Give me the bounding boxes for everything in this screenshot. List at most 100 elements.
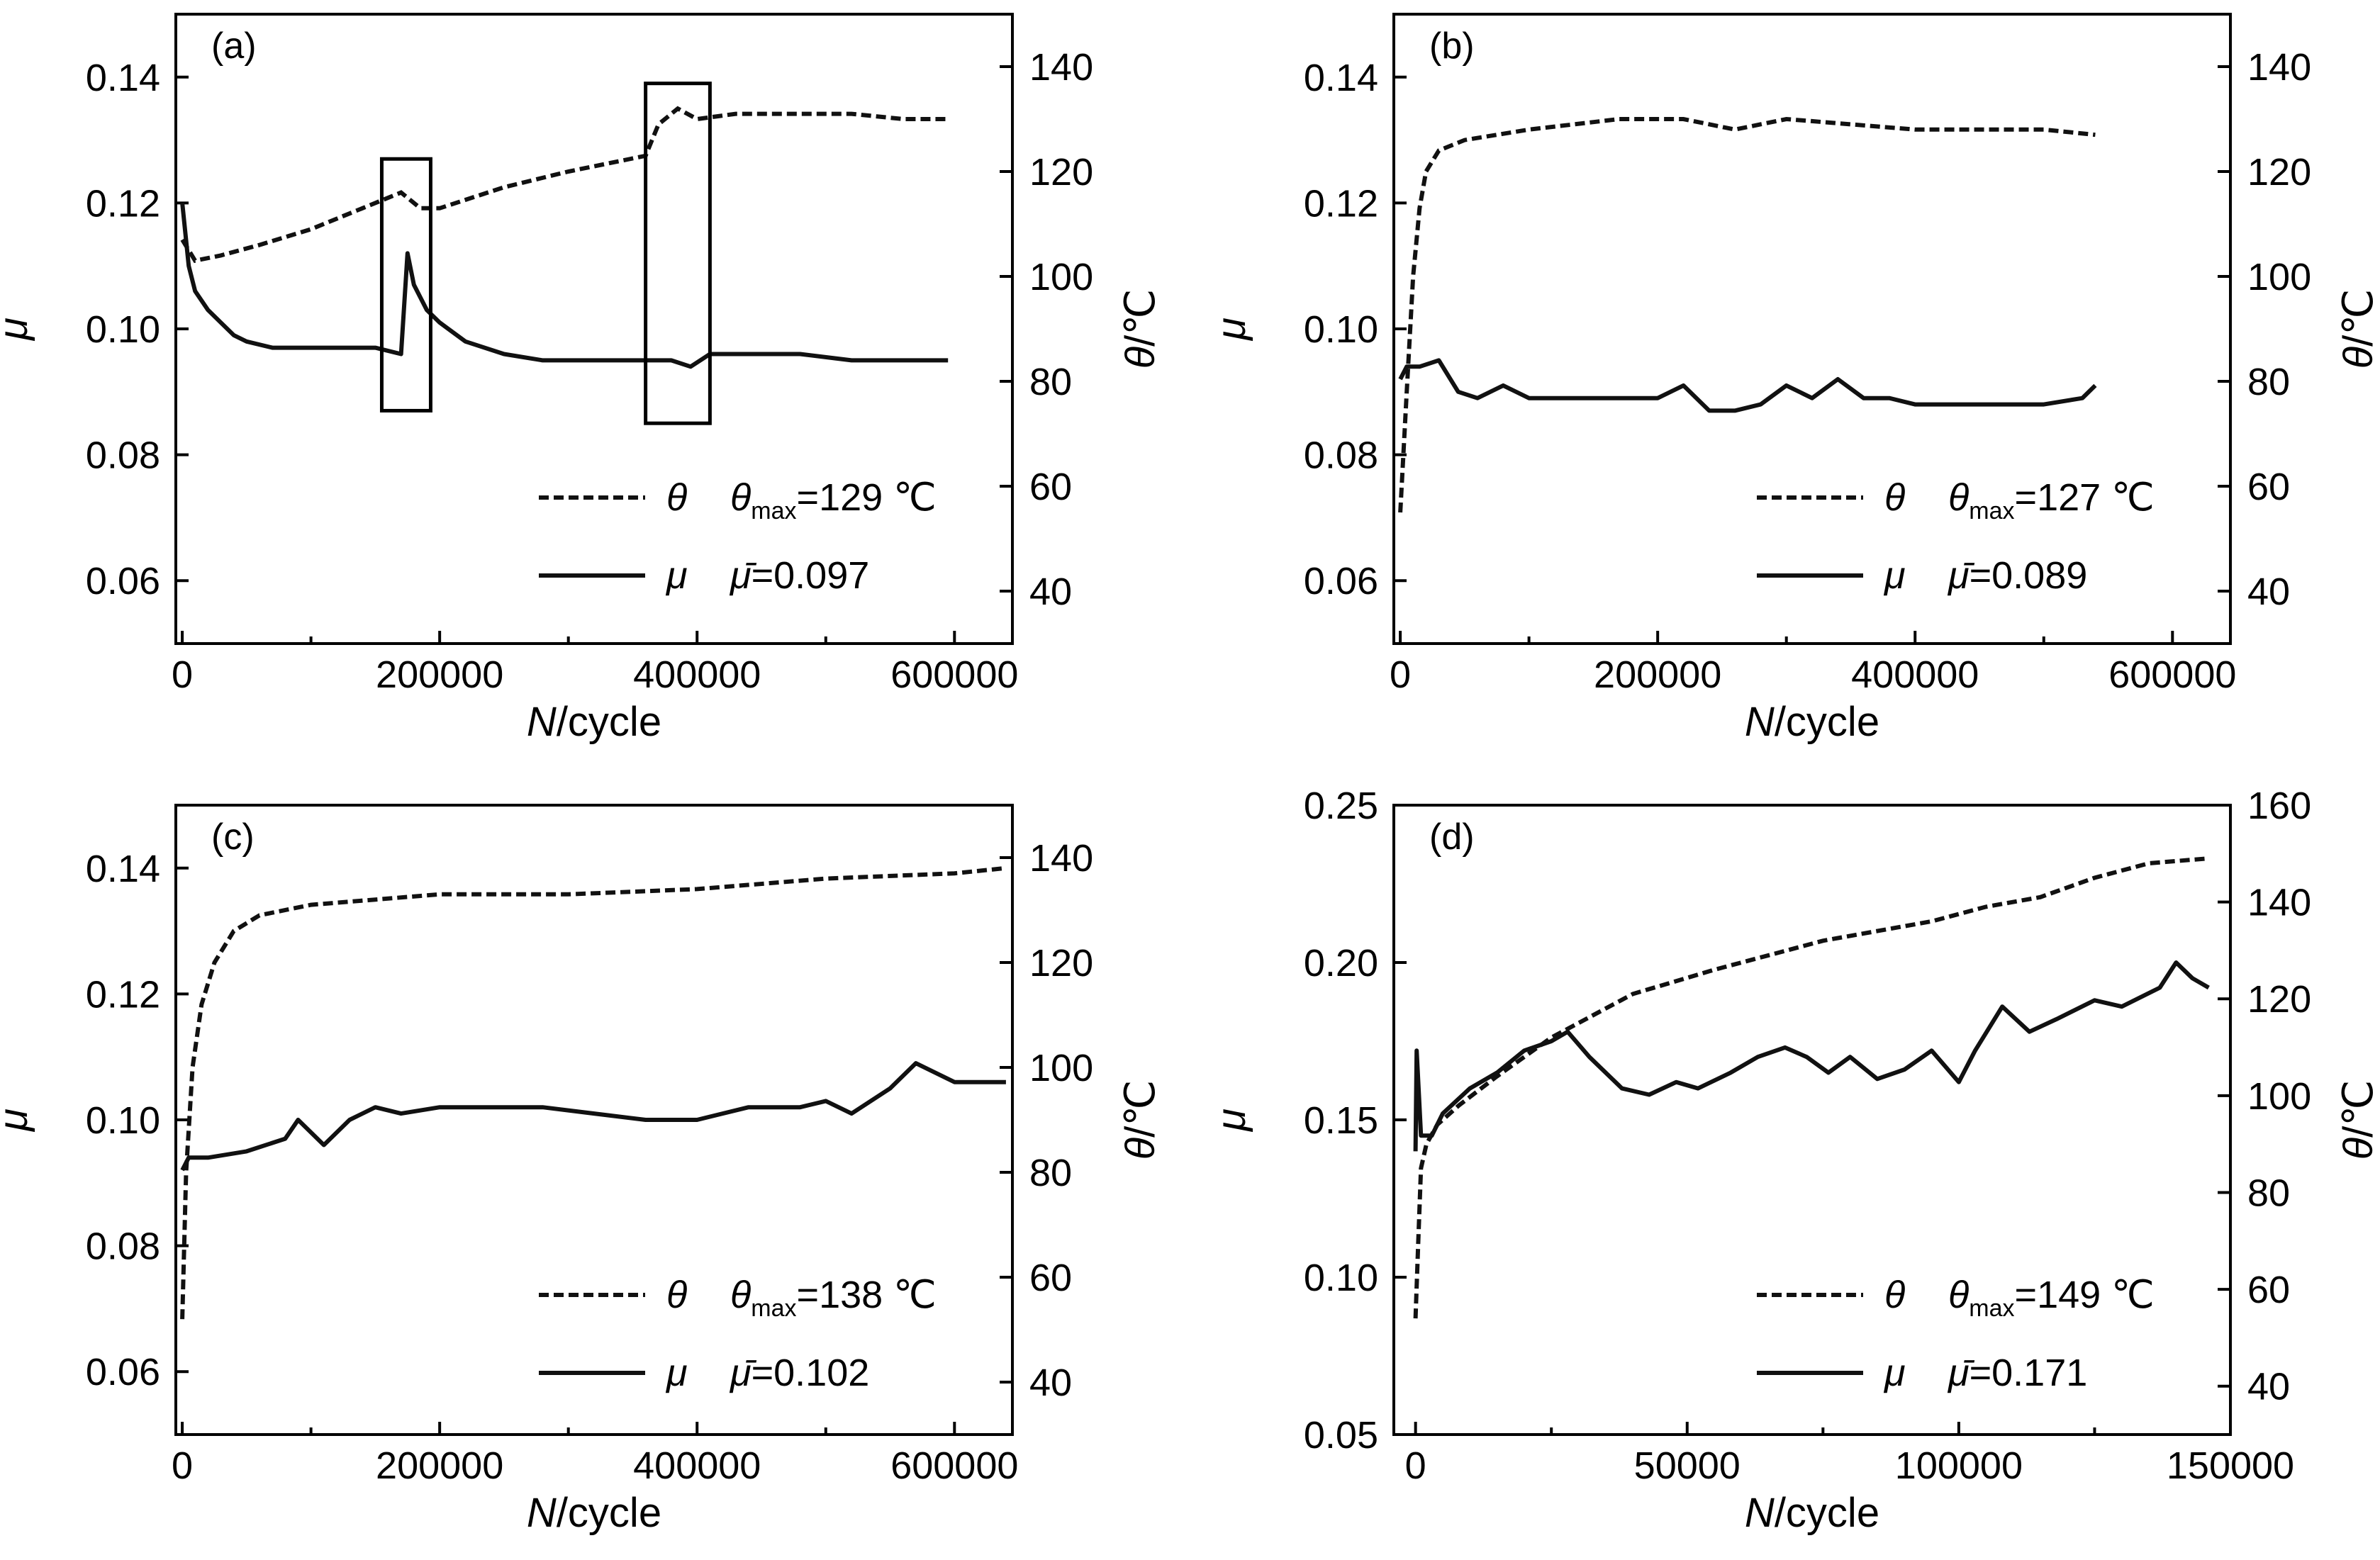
legend-theta-value: =138 ℃ <box>797 1274 937 1316</box>
y-tick-label: 0.14 <box>86 57 160 99</box>
y2-tick-label: 140 <box>1029 837 1093 880</box>
y-tick-label: 0.08 <box>86 1225 160 1268</box>
x-axis-title-unit: /cycle <box>557 1490 661 1536</box>
plot-frame <box>1392 804 2232 1436</box>
mu-series-line <box>1398 358 2097 413</box>
legend-mu-symbol: μ <box>1883 554 1906 597</box>
legend-theta-symbol: θ <box>1884 1274 1905 1316</box>
legend-theta-label: θ <box>730 476 751 519</box>
x-tick-label: 600000 <box>2108 653 2236 696</box>
legend-theta-label: θ <box>730 1274 751 1316</box>
legend-mu-mean: μ̄=0.089 <box>1947 554 2087 597</box>
mu-series-line <box>180 1061 1006 1172</box>
legend-mu-value: =0.171 <box>1970 1352 2088 1394</box>
y2-axis-title-unit: /℃ <box>1117 289 1163 347</box>
y2-tick-label: 40 <box>2247 571 2290 613</box>
x-axis-title: N/cycle <box>527 699 661 745</box>
y2-tick-label: 60 <box>1029 466 1072 508</box>
y-axis-title: μ <box>1208 1109 1254 1133</box>
y-tick-label: 0.10 <box>1304 308 1378 351</box>
legend-theta-max: θmax=129 ℃ <box>730 476 937 524</box>
highlight-box <box>644 82 712 425</box>
theta-series-line <box>180 865 1007 1320</box>
mu-series-line <box>1413 960 2210 1152</box>
x-tick-label: 400000 <box>633 1444 761 1487</box>
legend-mu-symbol: μ <box>665 1352 688 1394</box>
y2-tick-label: 80 <box>1029 361 1072 403</box>
legend-theta-value: =127 ℃ <box>2015 476 2155 519</box>
y-tick-label: 0.06 <box>86 560 160 602</box>
y2-tick-label: 120 <box>2247 978 2311 1021</box>
y2-tick-label: 120 <box>1029 151 1093 193</box>
legend-mu-mean: μ̄=0.097 <box>729 554 869 597</box>
y-tick-label: 0.12 <box>86 182 160 225</box>
legend-mu-value: =0.097 <box>752 554 870 597</box>
y-tick-label: 0.10 <box>86 308 160 351</box>
legend-theta-symbol: θ <box>666 1274 687 1316</box>
y2-axis-title-unit: /℃ <box>2335 1080 2380 1138</box>
y2-axis-title-symbol: θ <box>1117 347 1163 369</box>
y2-tick-label: 60 <box>2247 1269 2290 1311</box>
y2-axis-title: θ/℃ <box>1117 1080 1163 1160</box>
y-tick-label: 0.15 <box>1304 1099 1378 1142</box>
y2-axis-title-unit: /℃ <box>2335 289 2380 347</box>
theta-series-line <box>180 106 949 264</box>
y2-tick-label: 100 <box>1029 1047 1093 1089</box>
y2-axis-title: θ/℃ <box>2335 289 2380 369</box>
plot-frame <box>1392 13 2232 645</box>
y-tick-label: 0.25 <box>1304 785 1378 827</box>
legend-theta-sub: max <box>1969 1295 2014 1322</box>
plot-frame <box>174 804 1014 1436</box>
x-tick-label: 200000 <box>376 1444 503 1487</box>
legend: θ θmax=138 ℃μ μ̄=0.102 <box>539 1274 937 1394</box>
mu-series-line <box>180 203 949 369</box>
y-tick-label: 0.14 <box>1304 57 1378 99</box>
y-tick-label: 0.08 <box>86 434 160 477</box>
x-tick-label: 0 <box>1390 653 1411 696</box>
x-axis-title-unit: /cycle <box>1775 699 1879 745</box>
x-axis-title-unit: /cycle <box>557 699 661 745</box>
x-tick-label: 100000 <box>1895 1444 2023 1487</box>
highlight-box <box>379 157 432 413</box>
y2-axis-title: θ/℃ <box>1117 289 1163 369</box>
panel-label: (c) <box>211 817 255 858</box>
legend-theta-symbol: θ <box>666 476 687 519</box>
y2-axis-title: θ/℃ <box>2335 1080 2380 1160</box>
legend-theta-label: θ <box>1948 476 1969 519</box>
y2-tick-label: 40 <box>1029 1362 1072 1404</box>
x-axis-title: N/cycle <box>1745 699 1879 745</box>
y2-tick-label: 40 <box>1029 571 1072 613</box>
y2-axis-title-symbol: θ <box>1117 1138 1163 1160</box>
y-tick-label: 0.12 <box>1304 182 1378 225</box>
plot-frame <box>174 13 1014 645</box>
legend-theta-max: θmax=138 ℃ <box>730 1274 937 1322</box>
panel-label: (b) <box>1429 26 1475 67</box>
y-tick-label: 0.10 <box>1304 1257 1378 1299</box>
x-tick-label: 0 <box>1405 1444 1426 1487</box>
legend-theta-sub: max <box>751 1295 796 1322</box>
legend-mu-symbol: μ <box>665 554 688 597</box>
y-tick-label: 0.10 <box>86 1099 160 1142</box>
y2-axis-title-unit: /℃ <box>1117 1080 1163 1138</box>
x-tick-label: 0 <box>172 653 193 696</box>
legend-theta-sub: max <box>751 498 796 524</box>
y2-tick-label: 100 <box>2247 1075 2311 1118</box>
legend-mu-symbol: μ <box>1883 1352 1906 1394</box>
y2-tick-label: 80 <box>2247 1172 2290 1214</box>
x-axis-title: N/cycle <box>1745 1490 1879 1536</box>
chart-panel-3: 0 50000 100000 150000 0.05 0.10 0.15 0.20 0.25 40… <box>1208 785 2380 1536</box>
x-tick-label: 400000 <box>1851 653 1979 696</box>
x-tick-label: 200000 <box>376 653 503 696</box>
y-axis-title: μ <box>1208 318 1254 342</box>
y-tick-label: 0.20 <box>1304 942 1378 984</box>
chart-panel-1: 0 200000 400000 600000 0.06 0.08 0.10 0.12 0.14 4… <box>1208 13 2380 745</box>
theta-series-line <box>1398 116 2096 513</box>
y2-tick-label: 60 <box>1029 1257 1072 1299</box>
x-tick-label: 0 <box>172 1444 193 1487</box>
x-tick-label: 200000 <box>1594 653 1721 696</box>
legend-theta-max: θmax=149 ℃ <box>1948 1274 2155 1322</box>
chart-panel-2: 0 200000 400000 600000 0.06 0.08 0.10 0.12 0.14 4… <box>0 804 1163 1536</box>
y2-tick-label: 40 <box>2247 1366 2290 1408</box>
y2-tick-label: 120 <box>2247 151 2311 193</box>
